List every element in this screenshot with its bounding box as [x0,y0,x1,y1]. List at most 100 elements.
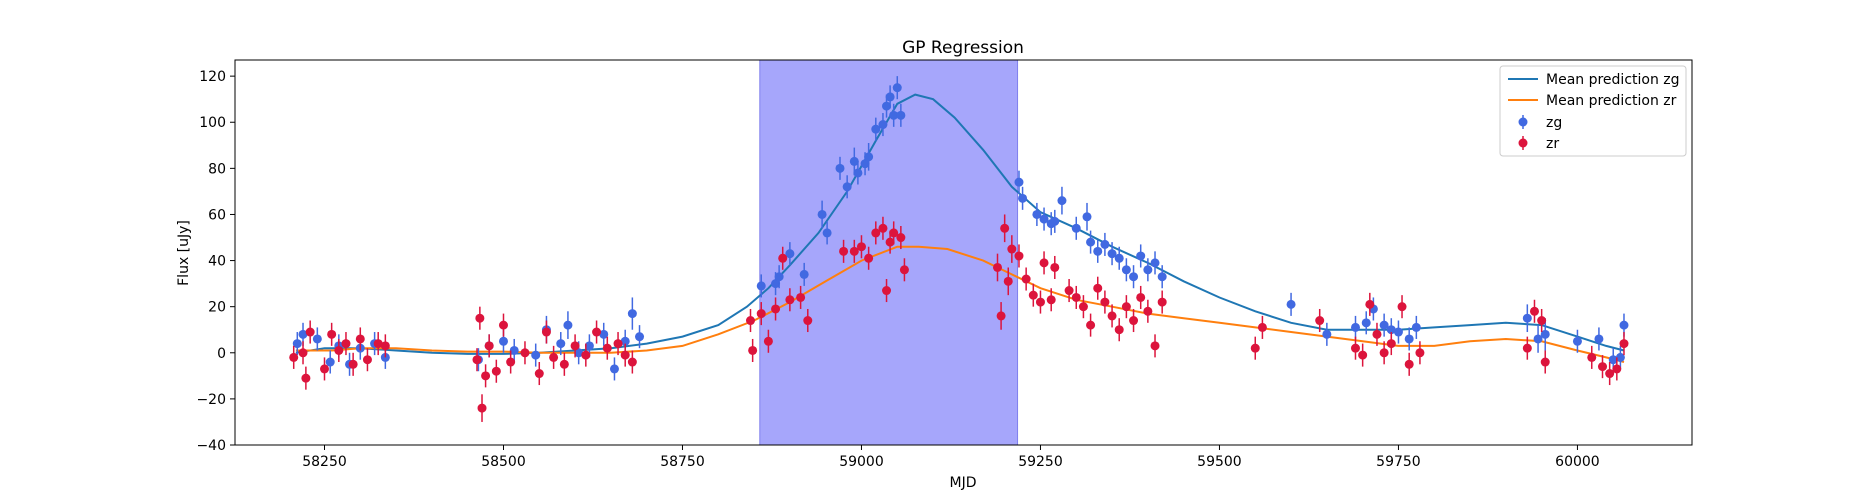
data-point-zg [1114,253,1124,263]
data-point-zr [1100,297,1110,307]
data-point-zr [1143,306,1153,316]
data-point-zg [1361,318,1371,328]
data-point-zg [822,228,832,238]
y-tick-label: 120 [199,69,226,85]
data-point-zr [559,359,569,369]
y-tick-label: 100 [199,115,226,131]
data-point-zg [1093,246,1103,256]
data-point-zr [1107,311,1117,321]
data-point-zr [362,355,372,365]
data-point-zr [1598,362,1608,372]
data-point-zr [1003,276,1013,286]
data-point-zr [1014,251,1024,261]
data-point-zg [774,272,784,282]
legend-box [1499,65,1687,157]
data-point-zr [1404,359,1414,369]
data-point-zr [301,373,311,383]
data-point-zg [889,110,899,120]
data-point-zg [853,168,863,178]
data-point-zr [1007,244,1017,254]
data-point-zr [334,345,344,355]
data-point-zr [1358,350,1368,360]
data-point-zr [327,329,337,339]
data-point-zr [748,345,758,355]
data-point-zg [1157,272,1167,282]
data-point-zr [1121,302,1131,312]
data-point-zr [1397,302,1407,312]
y-axis-label: Flux [uJy] [176,220,192,286]
data-point-zr [896,233,906,243]
data-point-zg [609,364,619,374]
data-point-zr [1522,343,1532,353]
legend-label-mean-zr: Mean prediction zr [1546,93,1677,109]
x-tick-label: 58250 [302,454,347,470]
data-point-zr [289,352,299,362]
data-point-zg [878,120,888,130]
data-point-zr [878,223,888,233]
data-point-zg [756,281,766,291]
data-point-zg [1404,334,1414,344]
x-tick-label: 59750 [1376,454,1421,470]
plot-area: 58250 58500 58750 59000 59250 59500 59750 60000… [196,59,1693,470]
data-point-zr [856,242,866,252]
data-point-zr [745,316,755,326]
data-point-zg [1129,272,1139,282]
data-point-zr [1250,343,1260,353]
x-tick-label: 60000 [1555,454,1600,470]
data-point-zr [305,327,315,337]
data-point-zg [599,329,609,339]
y-tick-label: −20 [196,392,226,408]
data-point-zg [1143,265,1153,275]
data-point-zr [771,304,781,314]
data-point-zg [1615,352,1625,362]
y-tick-label: 40 [208,254,226,270]
data-point-zr [592,327,602,337]
data-point-zg [1121,265,1131,275]
data-point-zr [899,265,909,275]
data-point-zr [763,336,773,346]
data-point-zg [1393,327,1403,337]
data-point-zr [355,334,365,344]
data-point-zr [1365,299,1375,309]
data-point-zr [778,253,788,263]
y-tick-label: 60 [208,207,226,223]
data-point-zg [817,209,827,219]
data-point-zr [627,357,637,367]
data-point-zg [556,339,566,349]
data-point-zr [993,262,1003,272]
data-point-zg [1018,193,1028,203]
data-point-zr [803,316,813,326]
x-tick-label: 58750 [660,454,705,470]
data-point-zr [1136,292,1146,302]
data-point-zg [1286,299,1296,309]
data-point-zg [1594,334,1604,344]
data-point-zr [506,357,516,367]
data-point-zg [1086,237,1096,247]
data-point-zr [885,237,895,247]
data-point-zg [1379,320,1389,330]
data-point-zr [380,341,390,351]
x-tick-label: 59000 [839,454,884,470]
data-point-zr [1129,316,1139,326]
data-point-zg [1107,249,1117,259]
data-point-zr [785,295,795,305]
data-point-zg [627,309,637,319]
data-point-zr [1093,283,1103,293]
legend-marker-zg [1518,117,1528,127]
data-point-zr [602,343,612,353]
data-point-zr [613,339,623,349]
data-point-zr [1039,258,1049,268]
data-point-zr [481,371,491,381]
data-point-zr [1379,348,1389,358]
data-point-zg [871,124,881,134]
shaded-region [759,59,1019,446]
x-tick-label: 58500 [481,454,526,470]
data-point-zr [1605,369,1615,379]
data-point-zr [498,320,508,330]
data-point-zg [584,341,594,351]
data-point-zg [1039,214,1049,224]
data-point-zr [1386,339,1396,349]
data-point-zr [620,350,630,360]
data-point-zr [475,313,485,323]
